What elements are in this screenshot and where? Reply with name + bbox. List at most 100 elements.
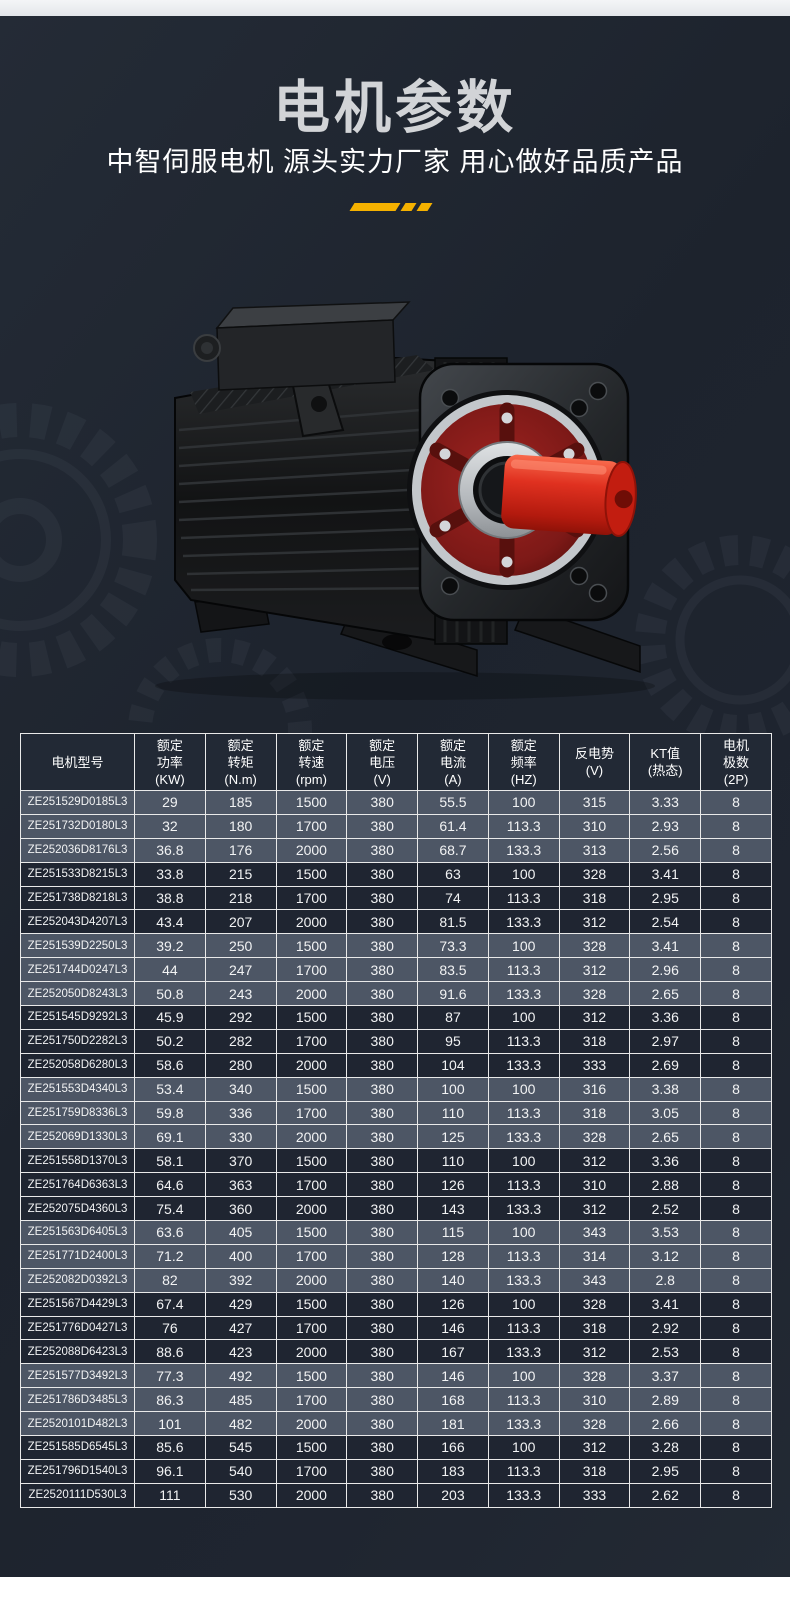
value-cell: 328 [558,1411,631,1437]
value-cell: 380 [346,957,419,983]
value-cell: 318 [558,1100,631,1126]
value-cell: 8 [700,933,772,959]
model-cell: ZE251577D3492L3 [20,1363,135,1389]
value-cell: 545 [204,1435,277,1460]
value-cell: 8 [700,1315,772,1341]
value-cell: 8 [700,1100,772,1126]
value-cell: 380 [346,1052,419,1078]
value-cell: 3.28 [629,1435,702,1460]
value-cell: 427 [204,1315,277,1341]
model-cell: ZE251585D6545L3 [20,1435,135,1460]
value-cell: 100 [487,790,560,815]
model-cell: ZE251744D0247L3 [20,957,135,983]
value-cell: 215 [204,861,277,887]
value-cell: 423 [204,1339,277,1365]
accent-bar-icon [416,203,433,211]
value-cell: 8 [700,1458,772,1484]
value-cell: 82 [134,1267,206,1293]
table-row: ZE252088D6423L3 88.6 423 2000 380 167 133.3 312… [20,1339,772,1365]
value-cell: 146 [417,1363,489,1389]
value-cell: 530 [204,1482,277,1508]
model-cell: ZE251750D2282L3 [20,1028,135,1054]
value-cell: 113.3 [487,957,560,983]
value-cell: 86.3 [134,1387,206,1413]
value-cell: 328 [558,933,631,959]
value-cell: 125 [417,1124,489,1150]
model-cell: ZE251738D8218L3 [20,885,135,911]
value-cell: 180 [204,813,277,839]
table-row: ZE252069D1330L3 69.1 330 2000 380 125 133.3 328… [20,1124,772,1150]
value-cell: 133.3 [487,909,560,935]
value-cell: 113.3 [487,1387,560,1413]
value-cell: 380 [346,837,419,863]
value-cell: 115 [417,1220,489,1245]
value-cell: 380 [346,790,419,815]
value-cell: 100 [487,861,560,887]
page-title: 电机参数 [273,76,517,140]
servo-motor-illustration [155,301,655,700]
value-cell: 32 [134,813,206,839]
value-cell: 380 [346,1267,419,1293]
value-cell: 8 [700,981,772,1007]
value-cell: 100 [487,1005,560,1030]
value-cell: 181 [417,1411,489,1437]
value-cell: 1700 [275,1387,348,1413]
value-cell: 8 [700,790,772,815]
value-cell: 44 [134,957,206,983]
value-cell: 1700 [275,957,348,983]
value-cell: 2000 [275,1411,348,1437]
model-cell: ZE2520101D482L3 [20,1411,135,1437]
table-row: ZE251750D2282L3 50.2 282 1700 380 95 113.3 318 2… [20,1028,772,1054]
model-cell: ZE252058D6280L3 [20,1052,135,1078]
table-row: ZE251786D3485L3 86.3 485 1700 380 168 113.3 310… [20,1387,772,1413]
value-cell: 310 [558,1172,631,1198]
value-cell: 380 [346,1028,419,1054]
value-cell: 485 [204,1387,277,1413]
value-cell: 280 [204,1052,277,1078]
table-row: ZE251776D0427L3 76 427 1700 380 146 113.3 318 2.… [20,1315,772,1341]
column-header: 额定 转矩 (N.m) [204,733,277,791]
value-cell: 126 [417,1291,489,1317]
column-header: 电机型号 [20,733,135,791]
value-cell: 380 [346,813,419,839]
table-row: ZE251553D4340L3 53.4 340 1500 380 100 100 316 3.… [20,1076,772,1102]
value-cell: 2.53 [629,1339,702,1365]
value-cell: 318 [558,1028,631,1054]
value-cell: 2000 [275,1339,348,1365]
accent-bar-icon [400,203,417,211]
value-cell: 380 [346,1411,419,1437]
table-row: ZE251796D1540L3 96.1 540 1700 380 183 113.3 318… [20,1458,772,1484]
value-cell: 100 [417,1076,489,1102]
value-cell: 110 [417,1100,489,1126]
value-cell: 8 [700,885,772,911]
value-cell: 3.41 [629,861,702,887]
value-cell: 55.5 [417,790,489,815]
value-cell: 380 [346,981,419,1007]
value-cell: 50.2 [134,1028,206,1054]
table-row: ZE252043D4207L3 43.4 207 2000 380 81.5 133.3 31… [20,909,772,935]
value-cell: 2.69 [629,1052,702,1078]
value-cell: 85.6 [134,1435,206,1460]
value-cell: 1700 [275,1458,348,1484]
value-cell: 87 [417,1005,489,1030]
value-cell: 380 [346,1482,419,1508]
value-cell: 133.3 [487,837,560,863]
model-cell: ZE251786D3485L3 [20,1387,135,1413]
value-cell: 166 [417,1435,489,1460]
header-row: 电机型号 额定 功率 (KW) 额定 转矩 (N.m) 额定 转速 (rpm) 额定 电压 (V) 额定电… [20,733,772,791]
value-cell: 333 [558,1482,631,1508]
model-cell: ZE252036D8176L3 [20,837,135,863]
value-cell: 405 [204,1220,277,1245]
value-cell: 38.8 [134,885,206,911]
value-cell: 146 [417,1315,489,1341]
model-cell: ZE251567D4429L3 [20,1291,135,1317]
value-cell: 316 [558,1076,631,1102]
model-cell: ZE251539D2250L3 [20,933,135,959]
value-cell: 312 [558,1435,631,1460]
value-cell: 380 [346,1076,419,1102]
value-cell: 380 [346,1196,419,1222]
value-cell: 8 [700,1172,772,1198]
value-cell: 133.3 [487,1339,560,1365]
value-cell: 2.95 [629,885,702,911]
